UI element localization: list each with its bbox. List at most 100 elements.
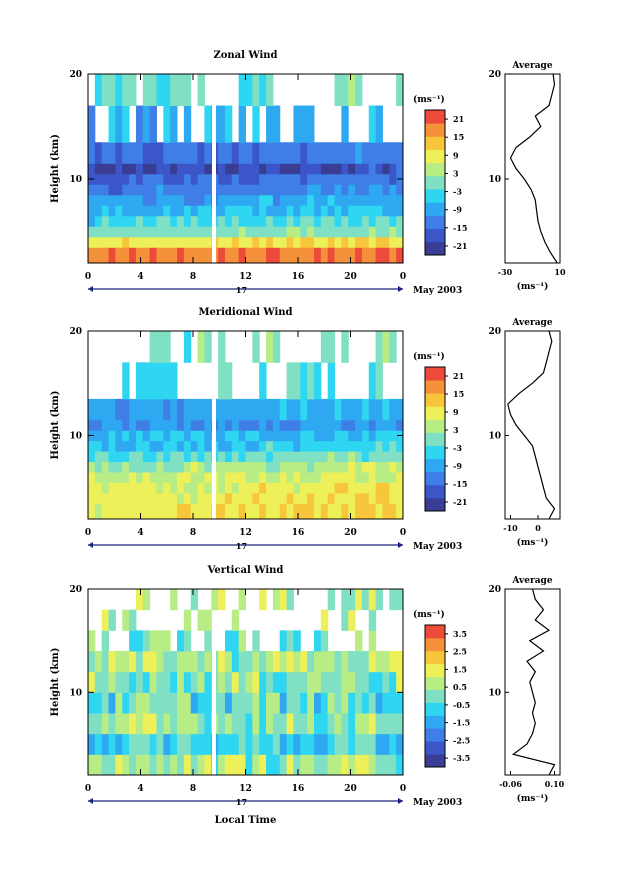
field-cell <box>286 205 294 217</box>
field-cell <box>293 205 301 217</box>
field-cell <box>266 74 274 106</box>
field-cell <box>382 430 390 442</box>
field-cell <box>286 430 294 442</box>
field-cell <box>286 492 294 504</box>
field-cell <box>272 503 281 520</box>
field-cell <box>122 651 130 673</box>
field-cell <box>327 451 336 463</box>
x-tick-label: 20 <box>344 784 357 794</box>
field-cell <box>279 142 288 164</box>
field-cell <box>286 733 294 755</box>
field-cell <box>101 472 110 483</box>
field-cell <box>286 482 294 494</box>
field-cell <box>293 713 301 735</box>
field-cell <box>94 692 103 714</box>
field-cell <box>156 651 164 673</box>
field-cell <box>170 451 178 463</box>
field-cell <box>375 142 383 164</box>
field-cell <box>108 173 116 185</box>
field-cell <box>129 74 137 106</box>
field-cell <box>307 105 315 143</box>
field-cell <box>88 461 96 473</box>
field-cell <box>286 451 294 463</box>
field-cell <box>142 362 151 400</box>
field-cell <box>149 503 157 520</box>
field-cell <box>190 163 199 175</box>
field-cell <box>259 215 267 227</box>
field-cell <box>245 398 253 421</box>
field-cell <box>88 492 96 504</box>
field-cell <box>183 430 192 442</box>
field-cell <box>135 105 144 143</box>
field-cell <box>149 713 157 735</box>
field-cell <box>238 440 246 452</box>
field-cell <box>382 461 390 473</box>
field-cell <box>341 236 349 248</box>
field-cell <box>259 142 267 164</box>
field-cell <box>361 226 370 238</box>
field-cell <box>204 331 212 363</box>
field-cell <box>368 461 377 473</box>
field-cell <box>375 461 383 473</box>
field-cell <box>183 398 192 421</box>
field-cell <box>307 226 315 238</box>
field-cell <box>334 215 342 227</box>
field-cell <box>135 215 144 227</box>
field-cell <box>355 451 363 463</box>
field-cell <box>135 173 144 185</box>
field-cell <box>122 184 130 196</box>
field-cell <box>149 226 157 238</box>
field-cell <box>218 651 226 673</box>
field-cell <box>334 142 342 164</box>
field-cell <box>183 451 192 463</box>
field-cell <box>142 419 151 431</box>
field-cell <box>122 733 130 755</box>
field-cell <box>368 362 377 400</box>
x-tick-label: 8 <box>190 528 196 538</box>
field-cell <box>115 173 123 185</box>
field-cell <box>122 105 130 143</box>
field-cell <box>348 671 356 693</box>
field-cell <box>389 713 397 735</box>
field-cell <box>108 492 116 504</box>
field-cell <box>266 331 274 363</box>
field-cell <box>313 184 322 196</box>
field-cell <box>382 713 390 735</box>
field-cell <box>190 142 199 164</box>
field-cell <box>334 733 342 755</box>
colorbar-segment <box>425 497 445 512</box>
field-cell <box>101 609 110 631</box>
field-cell <box>122 503 130 520</box>
x-tick-label: 0 <box>400 784 406 794</box>
field-cell <box>389 247 397 264</box>
field-cell <box>101 482 110 494</box>
colorbar-tick-label: 21 <box>453 114 464 124</box>
field-cell <box>115 430 123 442</box>
field-cell <box>94 651 103 673</box>
field-cell <box>108 430 116 442</box>
field-cell <box>327 163 336 175</box>
field-cell <box>313 205 322 217</box>
field-cell <box>259 184 267 196</box>
field-cell <box>259 503 267 520</box>
field-cell <box>341 331 349 363</box>
field-cell <box>156 184 164 196</box>
field-cell <box>361 184 370 196</box>
field-cell <box>341 472 349 483</box>
field-cell <box>382 247 390 264</box>
colorbar-segment <box>425 637 445 652</box>
field-cell <box>300 105 308 143</box>
field-cell <box>252 331 260 363</box>
field-cell <box>341 398 349 421</box>
field-cell <box>163 215 171 227</box>
colorbar-tick-label: 3.5 <box>453 629 467 639</box>
field-cell <box>135 205 144 217</box>
field-cell <box>142 205 151 217</box>
field-cell <box>156 492 164 504</box>
colorbar-segment <box>425 741 445 755</box>
field-cell <box>348 247 356 264</box>
colorbar-segment <box>425 445 445 460</box>
field-cell <box>272 142 281 164</box>
field-cell <box>300 692 308 714</box>
field-cell <box>204 713 212 735</box>
